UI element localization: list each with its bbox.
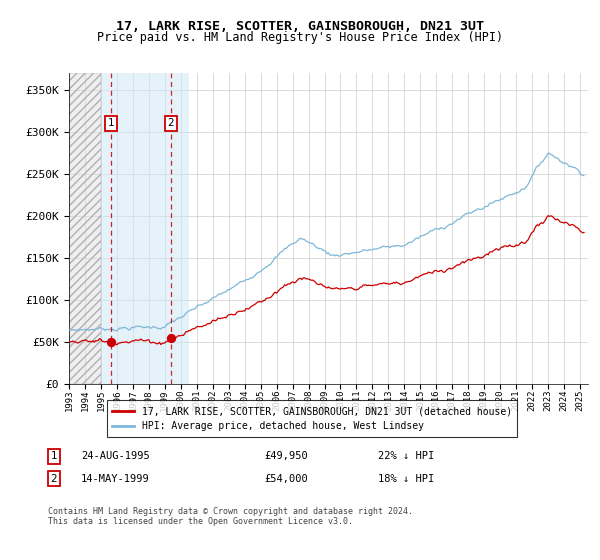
Bar [69,73,101,384]
Text: 1: 1 [50,451,58,461]
Bar [69,73,101,384]
Text: Contains HM Land Registry data © Crown copyright and database right 2024.
This d: Contains HM Land Registry data © Crown c… [48,507,413,526]
Text: £54,000: £54,000 [264,474,308,484]
Text: 24-AUG-1995: 24-AUG-1995 [81,451,150,461]
Legend: 17, LARK RISE, SCOTTER, GAINSBOROUGH, DN21 3UT (detached house), HPI: Average pr: 17, LARK RISE, SCOTTER, GAINSBOROUGH, DN… [107,400,517,437]
Text: 1: 1 [108,118,115,128]
Point [107,337,116,346]
Text: £49,950: £49,950 [264,451,308,461]
Text: 22% ↓ HPI: 22% ↓ HPI [378,451,434,461]
Text: 2: 2 [50,474,58,484]
Bar [101,73,189,384]
Point [166,334,176,343]
Text: Price paid vs. HM Land Registry's House Price Index (HPI): Price paid vs. HM Land Registry's House … [97,31,503,44]
Text: 14-MAY-1999: 14-MAY-1999 [81,474,150,484]
Text: 2: 2 [167,118,174,128]
Text: 17, LARK RISE, SCOTTER, GAINSBOROUGH, DN21 3UT: 17, LARK RISE, SCOTTER, GAINSBOROUGH, DN… [116,20,484,32]
Text: 18% ↓ HPI: 18% ↓ HPI [378,474,434,484]
